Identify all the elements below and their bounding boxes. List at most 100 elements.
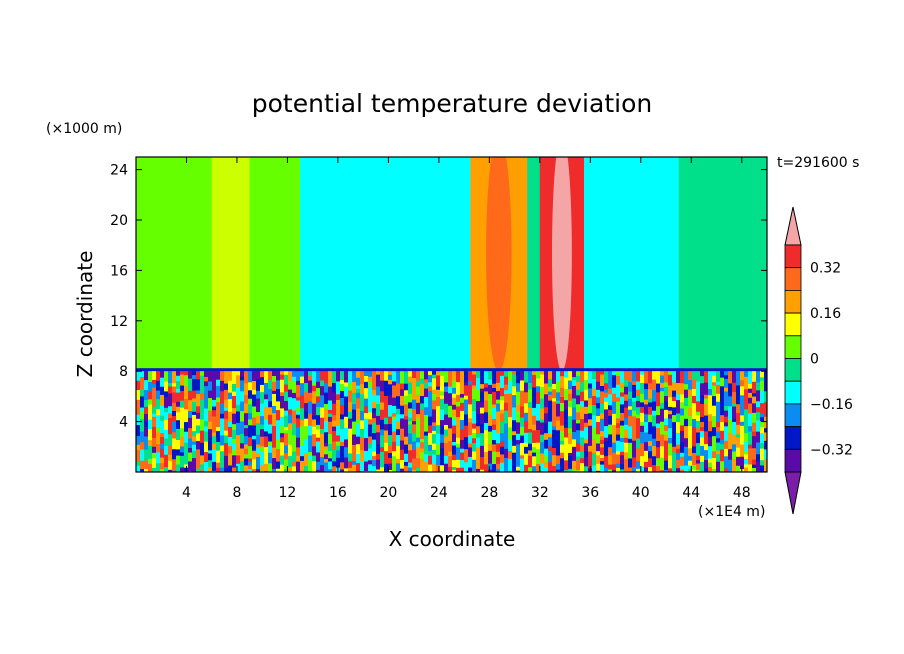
field-cell: [300, 460, 305, 469]
field-cell: [436, 418, 441, 426]
field-cell: [268, 407, 273, 412]
field-cell: [332, 382, 337, 393]
field-cell: [696, 371, 701, 383]
field-cell: [380, 380, 385, 392]
field-cell: [584, 422, 589, 428]
field-cell: [336, 371, 341, 382]
field-cell: [620, 396, 625, 405]
field-cell: [192, 436, 197, 443]
field-cell: [572, 431, 577, 440]
field-cell: [144, 421, 149, 428]
field-cell: [280, 408, 285, 418]
field-cell: [340, 441, 345, 447]
field-cell: [640, 393, 645, 403]
field-cell: [168, 406, 173, 414]
field-cell: [588, 388, 593, 399]
field-cell: [332, 420, 337, 428]
field-cell: [412, 449, 417, 459]
field-cell: [712, 427, 717, 437]
field-cell: [288, 444, 293, 457]
field-cell: [676, 421, 681, 434]
field-cell: [400, 459, 405, 470]
field-cell: [180, 371, 185, 376]
field-cell: [472, 438, 477, 444]
field-cell: [244, 448, 249, 455]
field-cell: [572, 450, 577, 462]
field-cell: [280, 374, 285, 381]
field-cell: [416, 442, 421, 448]
field-cell: [696, 428, 701, 433]
field-cell: [512, 420, 517, 432]
field-cell: [396, 408, 401, 415]
field-cell: [152, 413, 157, 418]
field-cell: [608, 388, 613, 395]
field-cell: [440, 409, 445, 421]
field-cell: [432, 378, 437, 391]
field-cell: [492, 440, 497, 445]
field-cell: [156, 415, 161, 423]
field-cell: [564, 389, 569, 401]
field-cell: [224, 399, 229, 409]
field-cell: [624, 424, 629, 430]
field-cell: [144, 406, 149, 415]
field-cell: [628, 391, 633, 400]
field-cell: [244, 458, 249, 466]
field-cell: [536, 469, 541, 472]
colorbar-swatch: [784, 426, 802, 450]
field-cell: [600, 418, 605, 432]
field-cell: [524, 464, 529, 472]
field-cell: [744, 451, 749, 455]
field-cell: [740, 380, 745, 387]
field-cell: [708, 437, 713, 447]
field-cell: [428, 467, 433, 472]
field-cell: [384, 417, 389, 425]
field-cell: [244, 428, 249, 437]
field-cell: [408, 402, 413, 409]
field-cell: [680, 425, 685, 432]
field-cell: [488, 371, 493, 380]
field-cell: [676, 409, 681, 415]
field-cell: [600, 457, 605, 462]
field-cell: [268, 410, 273, 416]
field-cell: [704, 450, 709, 461]
field-cell: [168, 424, 173, 435]
field-cell: [304, 453, 309, 467]
field-cell: [324, 462, 329, 472]
field-cell: [764, 402, 767, 411]
field-cell: [260, 446, 265, 453]
field-cell: [716, 384, 721, 391]
field-cell: [540, 453, 545, 464]
field-cell: [324, 432, 329, 444]
field-cell: [736, 404, 741, 414]
field-cell: [560, 471, 565, 472]
field-cell: [204, 431, 209, 443]
field-cell: [700, 371, 705, 377]
field-cell: [376, 449, 381, 455]
field-cell: [472, 433, 477, 439]
field-cell: [660, 378, 665, 384]
field-cell: [640, 466, 645, 472]
field-cell: [140, 431, 145, 443]
field-cell: [556, 380, 561, 393]
field-cell: [388, 469, 393, 472]
field-cell: [268, 414, 273, 425]
field-cell: [752, 412, 757, 424]
field-cell: [320, 433, 325, 443]
field-cell: [148, 458, 153, 465]
field-cell: [584, 427, 589, 440]
field-cell: [628, 449, 633, 459]
field-cell: [256, 412, 261, 417]
field-cell: [452, 416, 457, 421]
field-cell: [716, 454, 721, 463]
field-cell: [396, 371, 401, 385]
field-cell: [640, 371, 645, 376]
field-cell: [480, 392, 485, 403]
field-cell: [228, 380, 233, 394]
field-cell: [580, 445, 585, 452]
field-cell: [748, 464, 753, 472]
field-cell: [520, 406, 525, 419]
field-cell: [732, 403, 737, 408]
field-cell: [552, 447, 557, 456]
field-cell: [272, 390, 277, 395]
field-cell: [692, 465, 697, 471]
